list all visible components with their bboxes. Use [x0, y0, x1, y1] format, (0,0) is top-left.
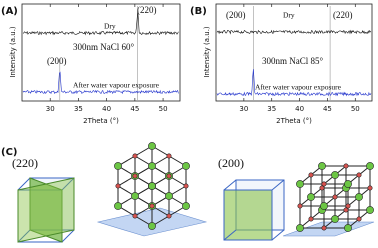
- atom-na: [355, 193, 363, 201]
- sample-label: 300nm NaCl 85°: [262, 56, 323, 66]
- atom-cl: [166, 173, 172, 179]
- x-tick-label: 40: [295, 105, 304, 113]
- atom-na: [296, 180, 304, 188]
- atom-na: [131, 192, 139, 200]
- atom-na: [296, 224, 304, 232]
- plane-label: (200): [218, 156, 244, 170]
- atom-cl: [321, 181, 327, 187]
- panel-label: (A): [1, 6, 18, 17]
- x-tick-label: 30: [46, 105, 55, 113]
- peak-label: (220): [137, 5, 157, 15]
- trace-label: After water vapour exposure: [73, 81, 160, 90]
- atom-cl: [115, 183, 121, 189]
- atom-na: [344, 224, 352, 232]
- atom-cl: [343, 163, 349, 169]
- peak-label: (200): [226, 10, 246, 20]
- atom-cl: [332, 194, 338, 200]
- trace-label: Dry: [104, 22, 116, 31]
- atom-na: [114, 162, 122, 170]
- unit-cell: [223, 179, 285, 241]
- atom-cl: [183, 183, 189, 189]
- plot-frame: [215, 3, 373, 102]
- atom-na: [331, 171, 339, 179]
- atom-na: [148, 142, 156, 150]
- plane-label: (220): [12, 156, 38, 170]
- peak-label: (200): [47, 56, 67, 66]
- atom-cl: [356, 216, 362, 222]
- atom-cl: [321, 225, 327, 231]
- atom-na: [148, 162, 156, 170]
- x-tick-label: 45: [323, 105, 332, 113]
- x-axis-label: 2Theta (°): [83, 117, 119, 125]
- x-tick-label: 35: [74, 105, 83, 113]
- atom-na: [331, 215, 339, 223]
- atom-na: [366, 162, 374, 170]
- x-tick-label: 50: [351, 105, 360, 113]
- atom-cl: [149, 203, 155, 209]
- panel-label: (C): [1, 147, 17, 158]
- xrd-trace: [216, 69, 372, 97]
- atom-na: [318, 162, 326, 170]
- atom-na: [320, 202, 328, 210]
- atom-cl: [319, 185, 325, 191]
- plot-frame: [21, 3, 181, 102]
- atom-na: [307, 193, 315, 201]
- x-tick-label: 45: [130, 105, 139, 113]
- atom-na: [344, 180, 352, 188]
- atom-na: [182, 162, 190, 170]
- peak-label: (220): [333, 10, 353, 20]
- unit-cell: [17, 177, 75, 243]
- atom-cl: [308, 216, 314, 222]
- atom-na: [148, 222, 156, 230]
- atom-cl: [345, 203, 351, 209]
- atom-na: [165, 192, 173, 200]
- atom-na: [182, 202, 190, 210]
- atom-na: [114, 202, 122, 210]
- x-tick-label: 50: [159, 105, 168, 113]
- atom-cl: [367, 185, 373, 191]
- x-tick-label: 40: [102, 105, 111, 113]
- xrd-trace: [22, 71, 179, 95]
- y-axis-label: Intensity (a.u.): [9, 26, 17, 78]
- atom-cl: [132, 173, 138, 179]
- x-tick-label: 35: [267, 105, 276, 113]
- atom-na: [366, 206, 374, 214]
- atom-cl: [132, 213, 138, 219]
- xrd-trace: [22, 10, 179, 36]
- atom-cl: [166, 213, 172, 219]
- sample-label: 300nm NaCl 60°: [73, 42, 134, 52]
- xrd-trace: [216, 29, 372, 35]
- atom-na: [148, 182, 156, 190]
- atom-cl: [343, 207, 349, 213]
- atom-cl: [308, 172, 314, 178]
- x-tick-label: 30: [239, 105, 248, 113]
- atom-cl: [356, 172, 362, 178]
- y-axis-label: Intensity (a.u.): [203, 26, 211, 78]
- atom-cl: [132, 153, 138, 159]
- trace-label: Dry: [283, 11, 295, 20]
- atom-cl: [166, 153, 172, 159]
- lattices: [114, 142, 374, 232]
- trace-label: After water vapour exposure: [255, 83, 342, 92]
- atom-cl: [297, 203, 303, 209]
- panel-label: (B): [190, 6, 207, 17]
- x-axis-label: 2Theta (°): [276, 117, 312, 125]
